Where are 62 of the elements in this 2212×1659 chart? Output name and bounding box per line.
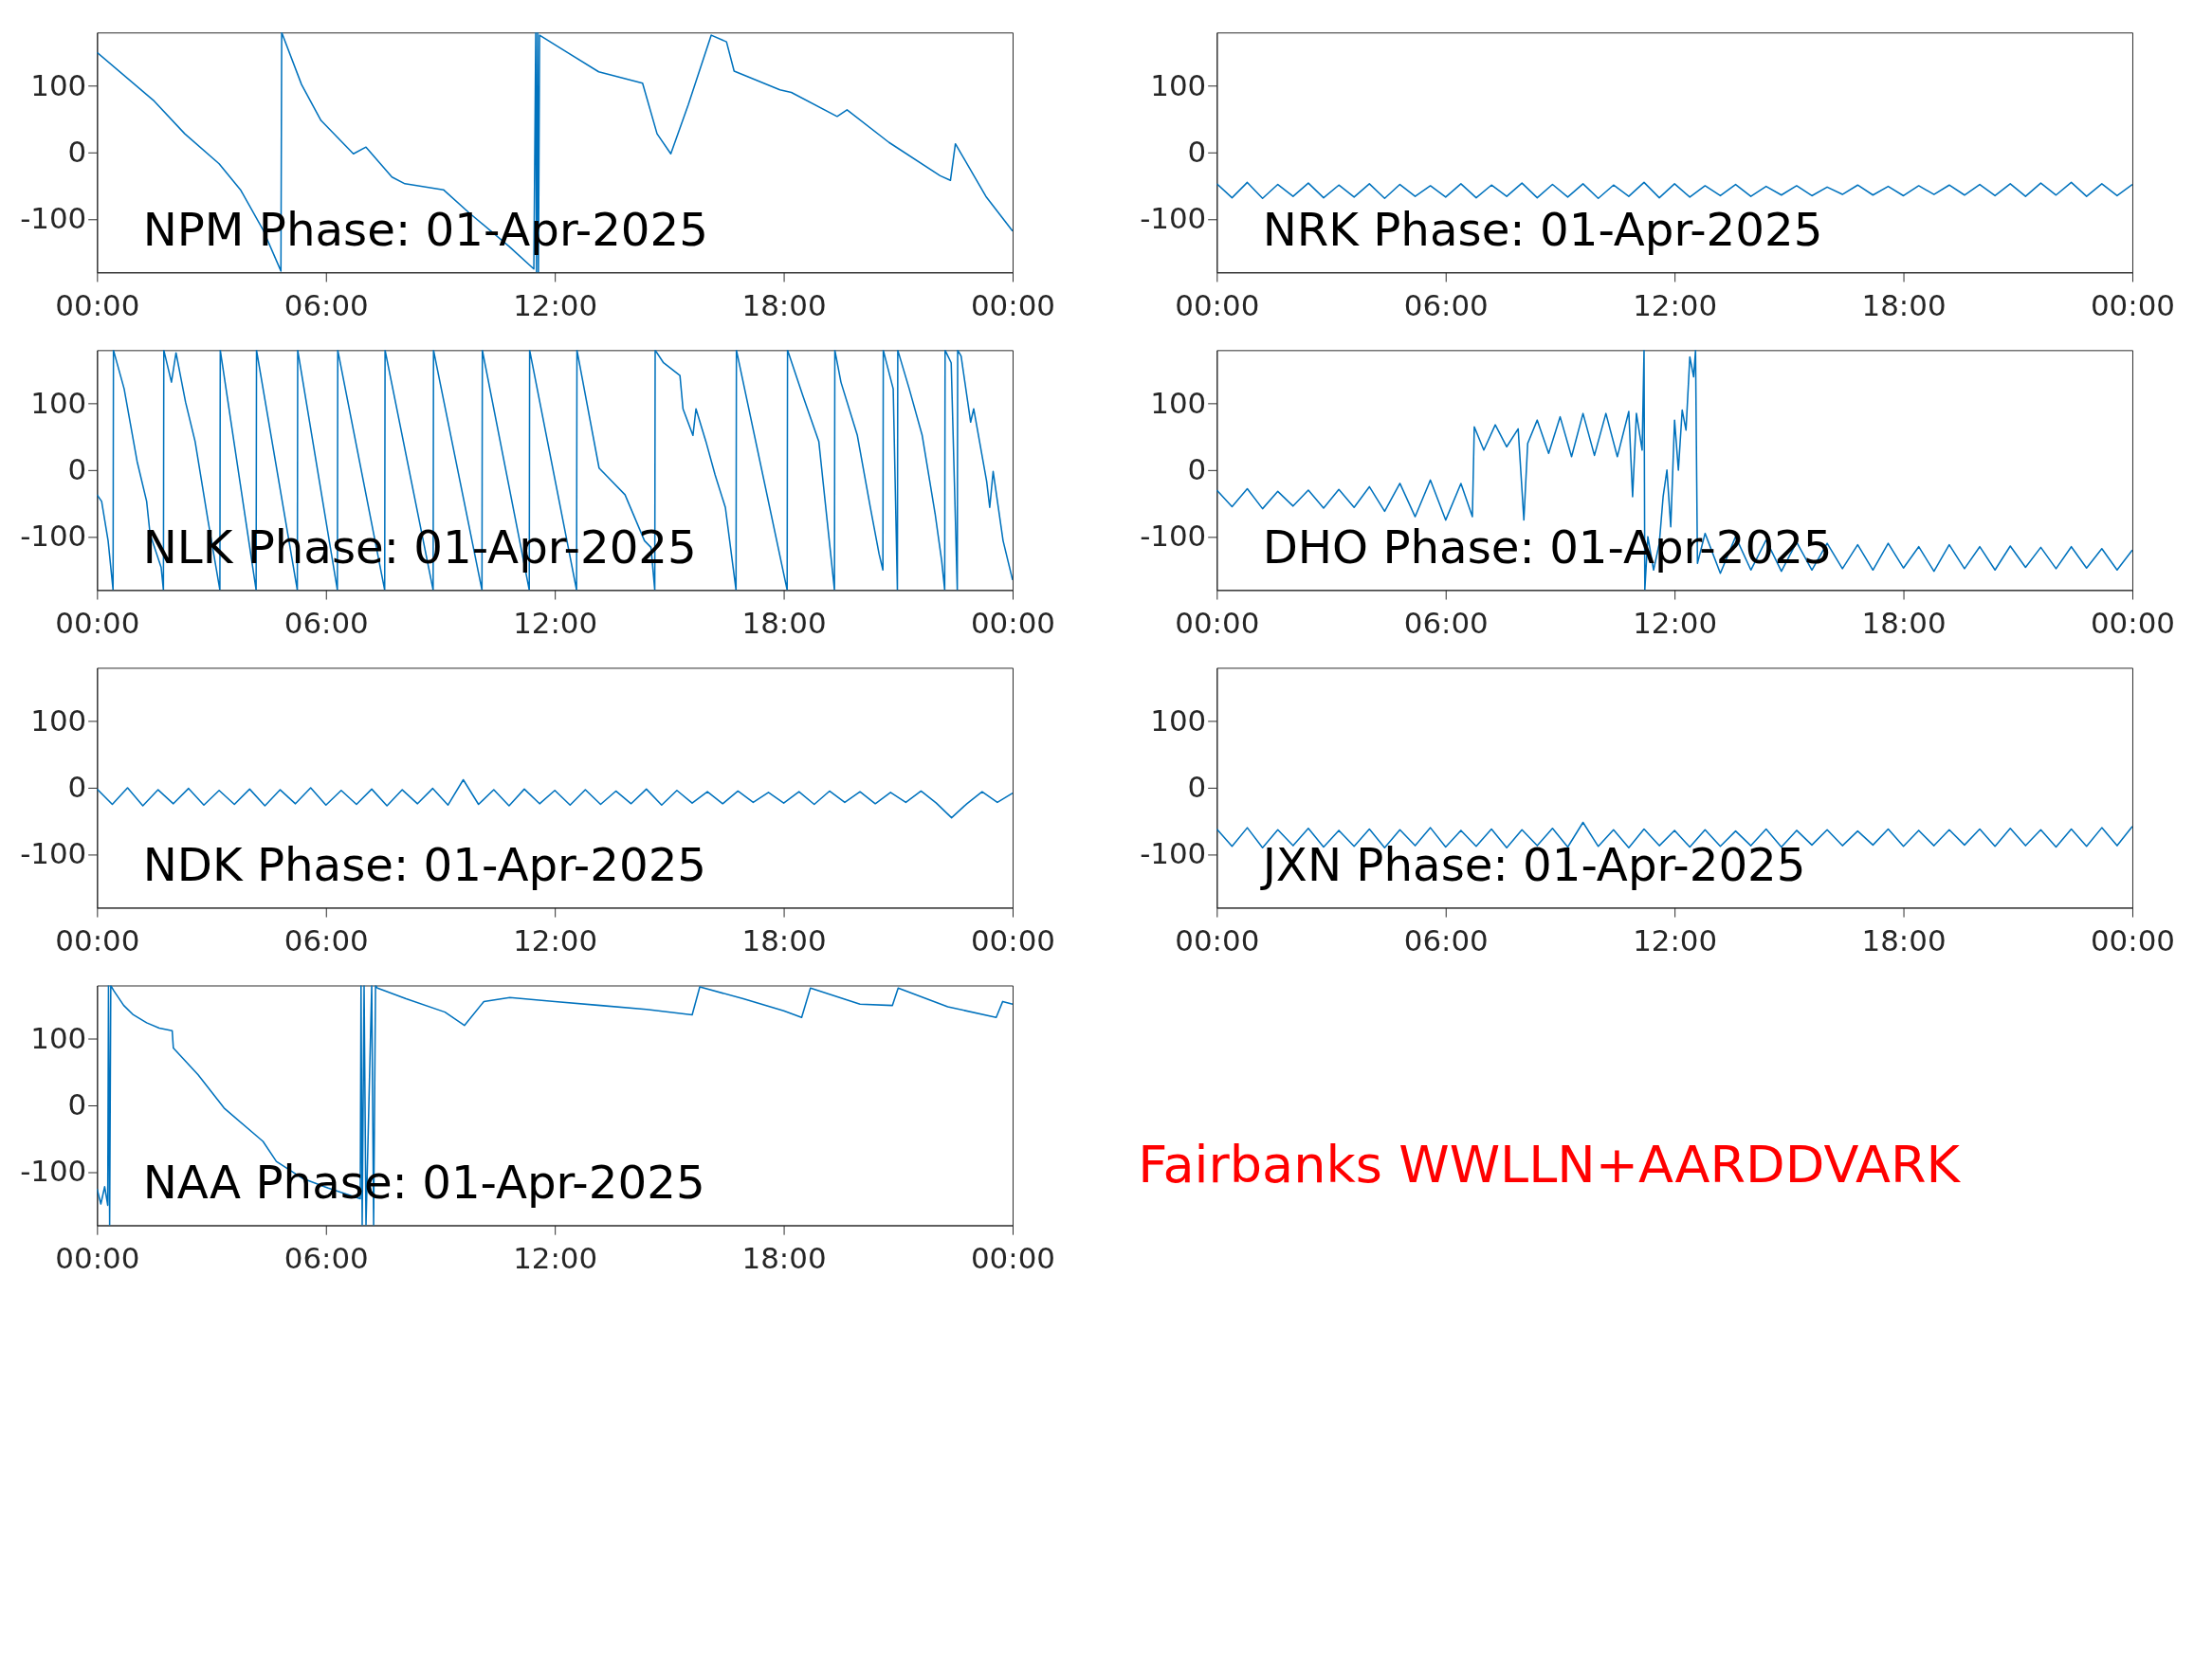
x-tick-label: 12:00 [1633, 923, 1718, 958]
text: JXN Phase: 01-Apr-2025 [1259, 837, 1806, 891]
x-tick-label: 00:00 [1175, 923, 1260, 958]
text: NDK Phase: 01-Apr-2025 [142, 837, 707, 891]
x-tick-label: 06:00 [1403, 923, 1489, 958]
y-tick-label: -100 [20, 519, 87, 554]
y-tick-label: 0 [67, 452, 87, 487]
x-tick-label: 06:00 [283, 1241, 369, 1276]
x-tick-label: 06:00 [283, 923, 369, 958]
x-tick-label: 00:00 [2090, 606, 2175, 641]
y-tick-label: 0 [1187, 770, 1207, 805]
x-tick-label: 00:00 [55, 1241, 140, 1276]
x-tick-label: 00:00 [970, 606, 1055, 641]
y-tick-label: -100 [1140, 836, 1207, 871]
x-tick-label: 18:00 [1861, 606, 1947, 641]
x-tick-label: 00:00 [970, 923, 1055, 958]
y-tick-label: 100 [30, 1020, 87, 1055]
x-tick-label: 18:00 [741, 1241, 827, 1276]
x-tick-label: 12:00 [513, 923, 598, 958]
x-tick-label: 00:00 [2090, 288, 2175, 323]
x-tick-label: 00:00 [2090, 923, 2175, 958]
y-tick-label: -100 [20, 836, 87, 871]
y-tick-label: 100 [1150, 385, 1207, 420]
x-tick-label: 00:00 [1175, 288, 1260, 323]
x-tick-label: 06:00 [283, 288, 369, 323]
x-tick-label: 18:00 [741, 606, 827, 641]
y-tick-label: 0 [1187, 452, 1207, 487]
x-tick-label: 00:00 [1175, 606, 1260, 641]
x-tick-label: 18:00 [1861, 288, 1947, 323]
x-tick-label: 18:00 [741, 288, 827, 323]
y-tick-label: 100 [30, 702, 87, 738]
y-tick-label: -100 [1140, 519, 1207, 554]
text: Fairbanks WWLLN+AARDDVARK [1138, 1135, 1962, 1195]
x-tick-label: 06:00 [1403, 606, 1489, 641]
line-series [1216, 181, 2132, 200]
y-tick-label: 0 [67, 1087, 87, 1122]
x-tick-label: 12:00 [1633, 606, 1718, 641]
text: NRK Phase: 01-Apr-2025 [1262, 202, 1823, 256]
x-tick-label: 06:00 [283, 606, 369, 641]
x-tick-label: 00:00 [970, 288, 1055, 323]
line-series [97, 778, 1013, 819]
y-tick-label: 100 [1150, 67, 1207, 102]
y-tick-label: 0 [1187, 134, 1207, 169]
x-tick-label: 00:00 [55, 606, 140, 641]
x-tick-label: 12:00 [513, 288, 598, 323]
y-tick-label: -100 [20, 201, 87, 236]
x-tick-label: 12:00 [1633, 288, 1718, 323]
x-tick-label: 00:00 [970, 1241, 1055, 1276]
y-tick-label: -100 [1140, 201, 1207, 236]
y-tick-label: 100 [30, 385, 87, 420]
y-tick-label: 100 [30, 67, 87, 102]
x-tick-label: 00:00 [55, 923, 140, 958]
x-tick-label: 06:00 [1403, 288, 1489, 323]
x-tick-label: 12:00 [513, 1241, 598, 1276]
y-tick-label: 100 [1150, 702, 1207, 738]
x-tick-label: 00:00 [55, 288, 140, 323]
x-tick-label: 18:00 [1861, 923, 1947, 958]
x-tick-label: 18:00 [741, 923, 827, 958]
y-tick-label: 0 [67, 134, 87, 169]
y-tick-label: -100 [20, 1154, 87, 1189]
y-tick-label: 0 [67, 770, 87, 805]
x-tick-label: 12:00 [513, 606, 598, 641]
